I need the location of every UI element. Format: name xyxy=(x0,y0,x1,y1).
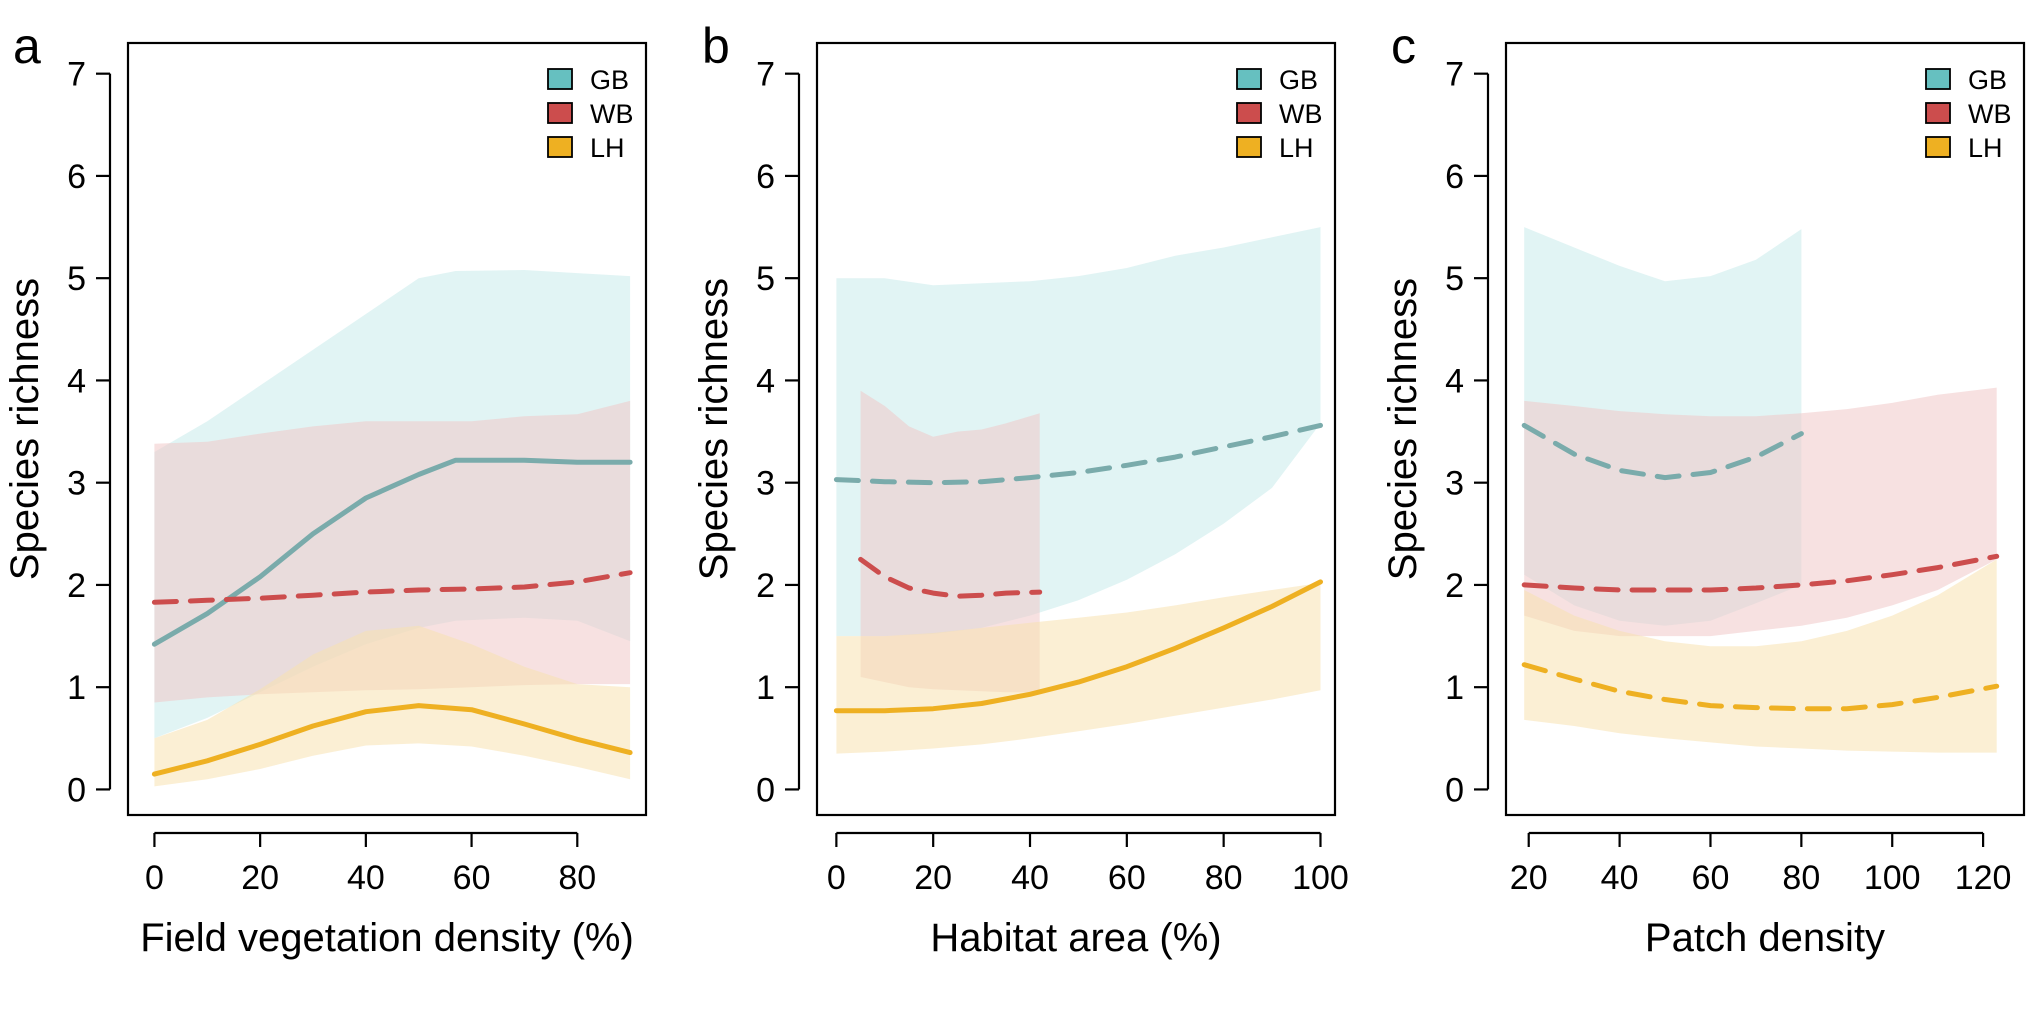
x-tick-label: 100 xyxy=(1864,859,1921,897)
legend: GB WB LH xyxy=(547,65,634,163)
fit-line-lh xyxy=(1521,662,2000,712)
y-tick-label: 5 xyxy=(67,260,86,298)
ci-band-wb xyxy=(154,400,631,703)
panel-b: 0 1 2 3 4 5 6 7 0 20 40 60 80 100 Habitat area (%) Spec… xyxy=(692,18,1349,960)
y-tick-label: 0 xyxy=(1445,771,1464,809)
y-tick-label: 6 xyxy=(67,158,86,196)
y-tick-label: 4 xyxy=(67,362,86,400)
y-tick-label: 6 xyxy=(756,158,775,196)
x-axis-title: Patch density xyxy=(1645,916,1885,960)
y-tick-label: 7 xyxy=(756,56,775,94)
y-tick-label: 6 xyxy=(1445,158,1464,196)
y-tick-label: 7 xyxy=(67,56,86,94)
x-tick-label: 60 xyxy=(1692,859,1730,897)
y-tick-label: 1 xyxy=(756,669,775,707)
legend-swatch-wb xyxy=(1925,102,1951,124)
legend-label-wb: WB xyxy=(590,99,634,129)
legend-label-gb: GB xyxy=(1968,65,2007,95)
legend-label-gb: GB xyxy=(1279,65,1318,95)
plot-frame xyxy=(126,41,648,817)
legend-swatch-lh xyxy=(1236,136,1262,158)
legend-label-lh: LH xyxy=(1279,133,1314,163)
legend-label-lh: LH xyxy=(590,133,625,163)
legend-swatch-lh xyxy=(547,136,573,158)
x-tick-label: 20 xyxy=(914,859,952,897)
ci-band-lh xyxy=(154,625,631,787)
legend-swatch-gb xyxy=(1236,68,1262,90)
ci-band-wb xyxy=(860,390,1040,693)
fit-line-wb xyxy=(858,556,1043,599)
x-tick-label: 40 xyxy=(1011,859,1049,897)
y-tick-label: 1 xyxy=(67,669,86,707)
legend-label-wb: WB xyxy=(1968,99,2012,129)
x-tick-label: 20 xyxy=(1510,859,1548,897)
y-tick-label: 2 xyxy=(67,567,86,605)
fit-line-gb xyxy=(1521,422,1804,481)
x-tick-label: 80 xyxy=(1205,859,1243,897)
fit-line-gb xyxy=(833,422,1323,486)
x-axis-title: Field vegetation density (%) xyxy=(140,916,634,960)
y-tick-label: 5 xyxy=(756,260,775,298)
fit-line-lh xyxy=(151,703,633,777)
ci-band-wb xyxy=(1524,387,1997,637)
panel-letter: c xyxy=(1391,18,1416,74)
panel-letter: b xyxy=(702,18,730,74)
legend-label-wb: WB xyxy=(1279,99,1323,129)
y-tick-label: 4 xyxy=(756,362,775,400)
panel-a: 0 1 2 3 4 5 6 7 0 20 40 60 80 Field vegetation densit… xyxy=(3,18,648,960)
x-tick-label: 20 xyxy=(241,859,279,897)
x-tick-label: 40 xyxy=(1601,859,1639,897)
x-tick-label: 60 xyxy=(453,859,491,897)
y-tick-label: 0 xyxy=(67,771,86,809)
legend-swatch-gb xyxy=(547,68,573,90)
x-axis-title: Habitat area (%) xyxy=(930,916,1221,960)
plot-frame xyxy=(1504,41,2026,817)
legend-label-gb: GB xyxy=(590,65,629,95)
y-tick-label: 3 xyxy=(1445,465,1464,503)
fit-line-lh xyxy=(833,579,1323,714)
y-tick-label: 3 xyxy=(67,465,86,503)
y-tick-label: 1 xyxy=(1445,669,1464,707)
y-tick-label: 4 xyxy=(1445,362,1464,400)
fit-line-wb xyxy=(1521,553,2000,593)
x-tick-label: 120 xyxy=(1955,859,2012,897)
legend: GB WB LH xyxy=(1925,65,2012,163)
y-tick-label: 3 xyxy=(756,465,775,503)
legend: GB WB LH xyxy=(1236,65,1323,163)
legend-label-lh: LH xyxy=(1968,133,2003,163)
legend-swatch-gb xyxy=(1925,68,1951,90)
y-axis-title: Species richness xyxy=(1381,278,1425,580)
fit-line-gb xyxy=(151,457,633,647)
x-tick-label: 0 xyxy=(827,859,846,897)
plot-frame xyxy=(815,41,1337,817)
legend-swatch-wb xyxy=(547,102,573,124)
y-tick-label: 7 xyxy=(1445,56,1464,94)
x-tick-label: 80 xyxy=(1782,859,1820,897)
y-tick-label: 2 xyxy=(756,567,775,605)
x-tick-label: 80 xyxy=(558,859,596,897)
y-tick-label: 5 xyxy=(1445,260,1464,298)
y-tick-label: 2 xyxy=(1445,567,1464,605)
legend-swatch-lh xyxy=(1925,136,1951,158)
y-axis-title: Species richness xyxy=(3,278,47,580)
x-tick-label: 100 xyxy=(1292,859,1349,897)
x-tick-label: 0 xyxy=(145,859,164,897)
panel-c: 0 1 2 3 4 5 6 7 20 40 60 80 100 120 Patch density Speci… xyxy=(1381,18,2026,960)
y-axis-title: Species richness xyxy=(692,278,736,580)
fit-line-wb xyxy=(151,570,633,605)
x-tick-label: 60 xyxy=(1108,859,1146,897)
legend-swatch-wb xyxy=(1236,102,1262,124)
ci-band-lh xyxy=(836,582,1321,754)
y-tick-label: 0 xyxy=(756,771,775,809)
x-tick-label: 40 xyxy=(347,859,385,897)
panel-letter: a xyxy=(13,18,41,74)
